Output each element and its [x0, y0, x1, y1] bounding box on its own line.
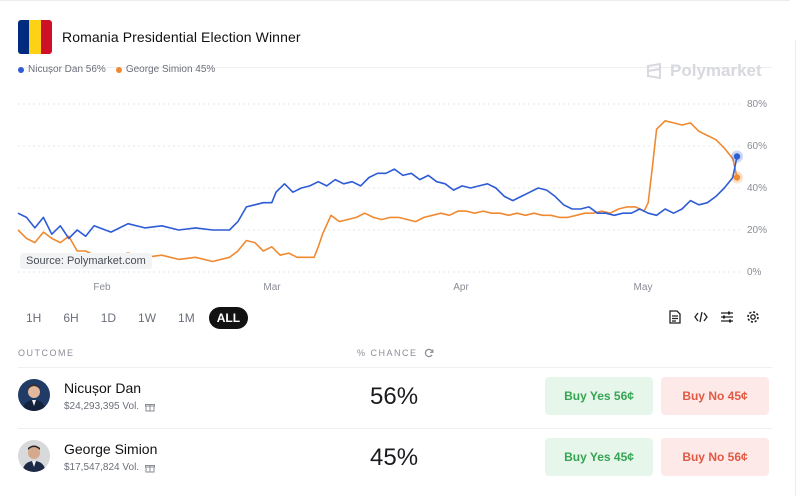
table-divider	[18, 428, 772, 429]
x-tick-label: May	[634, 282, 653, 293]
sliders-icon[interactable]	[720, 310, 734, 324]
outcome-name-dan: Nicușor Dan	[64, 380, 142, 396]
outcome-volume-simion: $17,547,824 Vol.	[64, 462, 156, 473]
legend-dot-dan	[18, 66, 24, 73]
y-tick-label: 60%	[747, 141, 767, 152]
y-tick-label: 20%	[747, 225, 767, 236]
gift-icon[interactable]	[145, 463, 156, 473]
volume-text-dan: $24,293,395 Vol.	[64, 401, 140, 412]
buy-yes-simion-button[interactable]: Buy Yes 45¢	[545, 438, 653, 476]
chart-legend: Nicușor Dan 56% George Simion 45%	[18, 64, 215, 75]
document-icon[interactable]	[668, 310, 682, 324]
outcome-chance-dan: 56%	[370, 383, 419, 410]
buy-yes-dan-button[interactable]: Buy Yes 56¢	[545, 377, 653, 415]
outcome-volume-dan: $24,293,395 Vol.	[64, 401, 156, 412]
polymarket-logo-icon	[647, 63, 661, 79]
avatar-simion	[18, 440, 50, 472]
x-tick-label: Feb	[93, 282, 111, 293]
series-line-dan	[17, 156, 738, 240]
market-header: Romania Presidential Election Winner	[18, 19, 301, 55]
chance-header-label: % CHANCE	[357, 348, 418, 358]
y-tick-label: 0%	[747, 267, 762, 278]
flag-stripe-red	[40, 20, 52, 54]
market-title: Romania Presidential Election Winner	[62, 29, 301, 45]
embed-code-icon[interactable]	[694, 310, 708, 324]
flag-stripe-yellow	[29, 20, 41, 54]
header-divider	[18, 67, 772, 68]
avatar-dan	[18, 379, 50, 411]
timeframe-1d[interactable]: 1D	[100, 311, 117, 325]
price-chart[interactable]: 80% 60% 40% 20% 0% Feb Mar Apr May	[0, 1, 790, 301]
outcome-row-simion: George Simion $17,547,824 Vol. 45% Buy Y…	[18, 428, 772, 488]
timeframe-1h[interactable]: 1H	[26, 311, 42, 325]
y-tick-label: 40%	[747, 183, 767, 194]
series-line-simion	[17, 120, 738, 263]
refresh-icon[interactable]	[424, 348, 434, 358]
legend-label-dan: Nicușor Dan 56%	[28, 64, 106, 75]
x-tick-label: Mar	[263, 282, 281, 293]
timeframe-all[interactable]: ALL	[208, 307, 249, 329]
endpoint-dot	[733, 153, 741, 160]
legend-item-simion: George Simion 45%	[115, 64, 216, 75]
chart-source-label: Source: Polymarket.com	[20, 253, 152, 269]
legend-dot-simion	[115, 66, 122, 73]
x-tick-label: Apr	[453, 282, 469, 293]
outcome-name-simion: George Simion	[64, 441, 158, 457]
panel-edge	[795, 40, 800, 496]
legend-label-simion: George Simion 45%	[125, 64, 216, 75]
watermark-text: Polymarket	[670, 61, 762, 80]
buy-no-dan-button[interactable]: Buy No 45¢	[661, 377, 769, 415]
polymarket-watermark: Polymarket	[646, 61, 762, 81]
settings-gear-icon[interactable]	[746, 310, 760, 324]
chance-column-header: % CHANCE	[357, 348, 434, 358]
volume-text-simion: $17,547,824 Vol.	[64, 462, 140, 473]
outcome-column-header: OUTCOME	[18, 348, 75, 358]
legend-item-dan: Nicușor Dan 56%	[18, 64, 106, 75]
y-tick-label: 80%	[747, 99, 767, 110]
chart-tools	[668, 310, 760, 324]
endpoint-dot	[733, 174, 741, 181]
flag-stripe-blue	[18, 20, 30, 54]
table-divider	[18, 367, 772, 368]
outcome-chance-simion: 45%	[370, 444, 419, 471]
outcome-row-dan: Nicușor Dan $24,293,395 Vol. 56% Buy Yes…	[18, 367, 772, 427]
timeframe-selector: 1H 6H 1D 1W 1M ALL	[18, 307, 249, 329]
gift-icon[interactable]	[145, 402, 156, 412]
romania-flag-icon	[18, 20, 52, 54]
timeframe-1m[interactable]: 1M	[178, 311, 195, 325]
buy-no-simion-button[interactable]: Buy No 56¢	[661, 438, 769, 476]
timeframe-1w[interactable]: 1W	[138, 311, 157, 325]
timeframe-6h[interactable]: 6H	[63, 311, 79, 325]
